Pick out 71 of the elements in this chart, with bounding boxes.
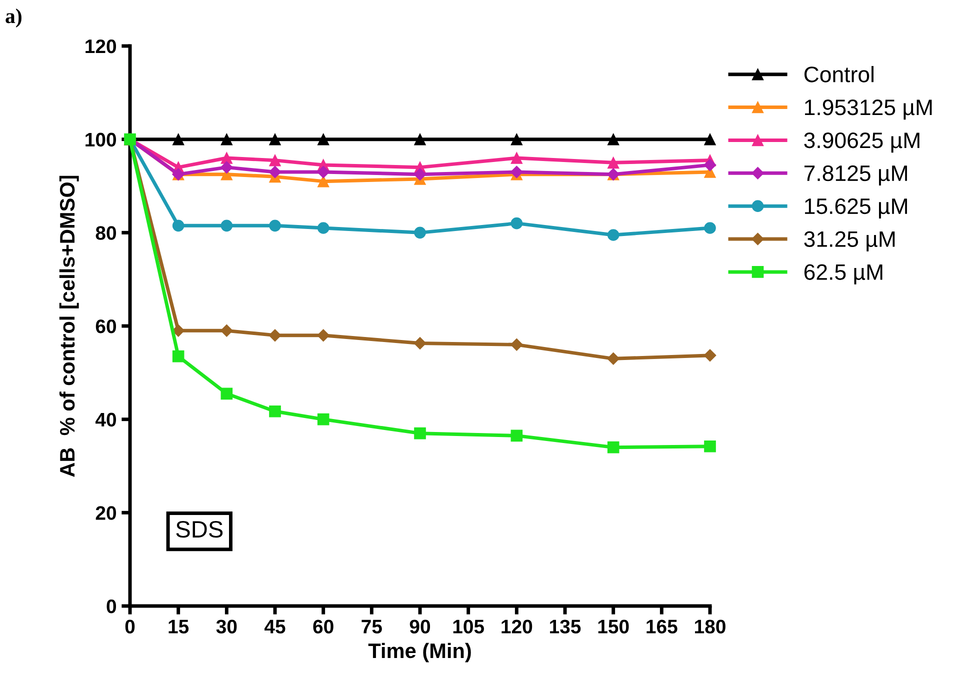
point [172,324,185,337]
point [607,156,620,169]
x-tick-label: 165 [646,620,678,634]
point [510,338,523,351]
point [317,329,330,342]
point [510,217,523,230]
x-tick-label: 30 [216,620,237,634]
point [414,427,426,440]
chart-title: a) [6,8,22,28]
x-tick-label: 150 [598,620,629,634]
legend-label: Control [804,66,874,82]
point [172,133,184,146]
point [414,337,426,350]
legend-label: 31.25 µM [804,231,895,252]
point [414,133,426,146]
point [317,222,330,234]
y-tick-label: 40 [95,412,116,427]
x-tick-label: 135 [550,620,581,634]
point [220,220,233,232]
x-tick-label: 105 [453,620,484,634]
x-axis-title: Time (Min) [368,642,471,662]
y-tick-label: 0 [106,599,116,614]
y-tick-label: 100 [86,132,116,147]
point [269,154,281,166]
annotation: SDS [176,520,223,538]
point [268,329,282,342]
x-tick-label: 60 [313,620,334,634]
legend-label: 62.5 µM [804,264,882,284]
point [269,220,281,232]
point [607,352,620,365]
x-tick-label: 180 [695,620,726,634]
legend-label: 15.625 µM [805,198,907,218]
point [269,133,281,146]
point [704,158,716,172]
point [510,152,523,164]
y-tick-label: 120 [86,39,116,54]
point [607,229,620,241]
x-tick-label: 15 [168,620,189,634]
legend-label: 7.8125 µM [804,165,907,186]
point [317,133,330,146]
point [172,220,184,232]
x-tick-label: 120 [502,620,532,634]
point [268,166,282,178]
point [317,413,330,426]
x-tick-label: 45 [264,620,286,634]
point [269,405,281,418]
y-tick-label: 80 [96,226,116,240]
point [414,168,426,181]
point [414,226,426,239]
point [220,161,233,174]
point [704,133,716,146]
point [510,430,523,442]
legend-label: 3.90625 µM [804,132,920,153]
point [704,440,716,452]
legend-label: 1.953125 µM [805,100,932,120]
point [220,324,233,337]
x-tick-label: 0 [125,620,135,634]
y-axis-title: AB % of control [cells+DMSO] [59,176,79,477]
y-tick-label: 60 [96,319,116,334]
point [172,350,184,362]
point [220,133,233,146]
point [220,388,233,400]
point [704,222,716,234]
point [607,133,620,146]
x-tick-label: 75 [362,620,382,634]
point [607,441,620,454]
y-tick-label: 20 [96,506,116,520]
x-tick-label: 90 [410,620,430,634]
point [510,133,523,146]
point [704,349,716,362]
point [510,166,523,178]
